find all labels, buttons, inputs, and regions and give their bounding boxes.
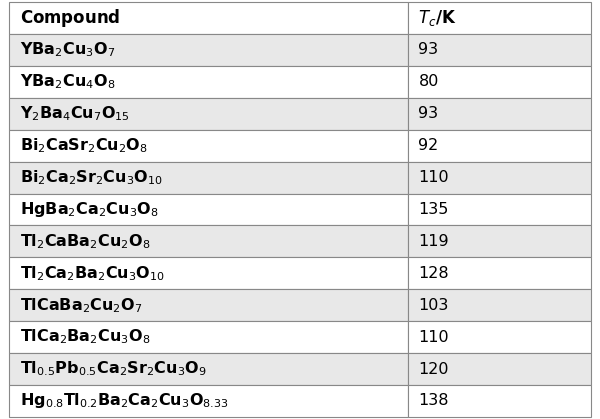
Text: Tl$_2$CaBa$_2$Cu$_2$O$_8$: Tl$_2$CaBa$_2$Cu$_2$O$_8$ (20, 232, 150, 251)
Text: $\mathit{T}_c\mathbf{/K}$: $\mathit{T}_c\mathbf{/K}$ (418, 8, 457, 28)
Text: Y$_2$Ba$_4$Cu$_7$O$_{15}$: Y$_2$Ba$_4$Cu$_7$O$_{15}$ (20, 104, 130, 123)
Bar (9, 194, 407, 225)
Text: 80: 80 (418, 74, 439, 89)
Text: 93: 93 (418, 106, 439, 121)
Bar (9, 34, 407, 66)
Text: YBa$_2$Cu$_4$O$_8$: YBa$_2$Cu$_4$O$_8$ (20, 72, 115, 91)
Bar (407, 130, 591, 162)
Text: 138: 138 (418, 393, 449, 409)
Text: 110: 110 (418, 330, 449, 345)
Text: Bi$_2$CaSr$_2$Cu$_2$O$_8$: Bi$_2$CaSr$_2$Cu$_2$O$_8$ (20, 136, 148, 155)
Bar (9, 289, 407, 321)
Bar (9, 98, 407, 130)
Bar (407, 257, 591, 289)
Bar (407, 321, 591, 353)
Bar (407, 66, 591, 98)
Text: 103: 103 (418, 298, 449, 313)
Bar (9, 257, 407, 289)
Bar (9, 225, 407, 257)
Bar (407, 353, 591, 385)
Bar (407, 289, 591, 321)
Bar (407, 194, 591, 225)
Bar (407, 385, 591, 417)
Text: 92: 92 (418, 138, 439, 153)
Bar (407, 98, 591, 130)
Text: Tl$_2$Ca$_2$Ba$_2$Cu$_3$O$_{10}$: Tl$_2$Ca$_2$Ba$_2$Cu$_3$O$_{10}$ (20, 264, 165, 283)
Bar (407, 2, 591, 34)
Text: 128: 128 (418, 266, 449, 281)
Text: HgBa$_2$Ca$_2$Cu$_3$O$_8$: HgBa$_2$Ca$_2$Cu$_3$O$_8$ (20, 200, 158, 219)
Bar (9, 321, 407, 353)
Text: 93: 93 (418, 42, 439, 57)
Bar (9, 385, 407, 417)
Text: 110: 110 (418, 170, 449, 185)
Text: Hg$_{0.8}$Tl$_{0.2}$Ba$_2$Ca$_2$Cu$_3$O$_{8.33}$: Hg$_{0.8}$Tl$_{0.2}$Ba$_2$Ca$_2$Cu$_3$O$… (20, 391, 229, 411)
Text: TlCa$_2$Ba$_2$Cu$_3$O$_8$: TlCa$_2$Ba$_2$Cu$_3$O$_8$ (20, 328, 150, 347)
Bar (407, 162, 591, 194)
Bar (9, 353, 407, 385)
Text: 120: 120 (418, 362, 449, 377)
Bar (9, 2, 407, 34)
Bar (9, 162, 407, 194)
Text: Tl$_{0.5}$Pb$_{0.5}$Ca$_2$Sr$_2$Cu$_3$O$_9$: Tl$_{0.5}$Pb$_{0.5}$Ca$_2$Sr$_2$Cu$_3$O$… (20, 360, 206, 378)
Text: TlCaBa$_2$Cu$_2$O$_7$: TlCaBa$_2$Cu$_2$O$_7$ (20, 296, 142, 315)
Text: YBa$_2$Cu$_3$O$_7$: YBa$_2$Cu$_3$O$_7$ (20, 41, 115, 59)
Bar (407, 34, 591, 66)
Text: $\mathbf{Compound}$: $\mathbf{Compound}$ (20, 7, 120, 29)
Text: 135: 135 (418, 202, 449, 217)
Bar (9, 66, 407, 98)
Text: Bi$_2$Ca$_2$Sr$_2$Cu$_3$O$_{10}$: Bi$_2$Ca$_2$Sr$_2$Cu$_3$O$_{10}$ (20, 168, 163, 187)
Bar (407, 225, 591, 257)
Bar (9, 130, 407, 162)
Text: 119: 119 (418, 234, 449, 249)
